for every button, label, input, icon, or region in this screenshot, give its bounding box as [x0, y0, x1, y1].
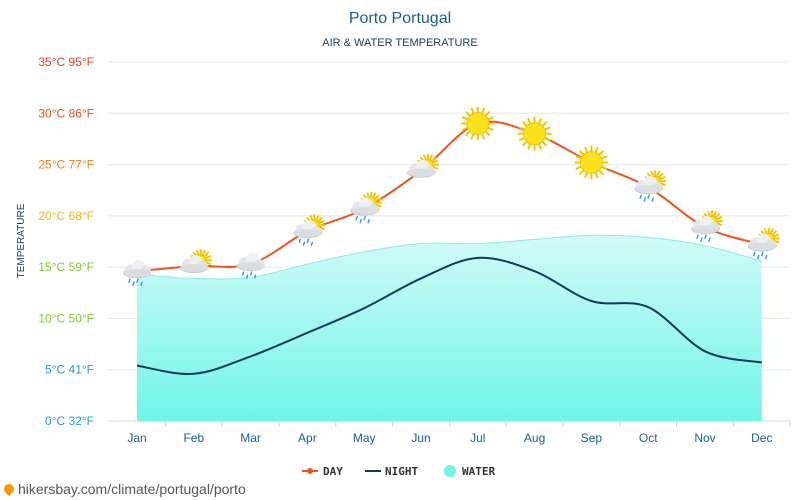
legend-night[interactable]: NIGHT	[365, 465, 418, 478]
legend-day-marker	[307, 468, 313, 474]
weather-rain-sun-icon	[350, 191, 383, 224]
weather-rain-sun-icon	[293, 214, 326, 246]
x-tick-label: Mar	[240, 431, 261, 445]
weather-sun-icon	[517, 116, 552, 151]
chart-subtitle: AIR & WATER TEMPERATURE	[322, 37, 477, 49]
y-tick-label: 20°C 68°F	[38, 209, 94, 223]
x-tick-label: Jun	[411, 431, 430, 445]
legend-night-label: NIGHT	[385, 465, 418, 478]
weather-rain-sun-icon	[634, 170, 667, 202]
x-tick-label: Dec	[751, 431, 772, 445]
x-tick-label: May	[353, 431, 376, 445]
x-tick-label: Jul	[470, 431, 485, 445]
x-tick-label: Oct	[639, 431, 658, 445]
x-tick-label: Aug	[524, 431, 545, 445]
water-area	[137, 235, 762, 421]
y-tick-label: 0°C 32°F	[45, 414, 94, 428]
weather-cloud-sun-icon	[179, 249, 212, 274]
footer-link[interactable]: hikersbay.com/climate/portugal/porto	[1, 481, 246, 497]
x-tick-label: Nov	[694, 431, 715, 445]
legend-water-marker	[444, 465, 456, 477]
y-tick-label: 25°C 77°F	[38, 158, 94, 172]
weather-cloud-sun-icon	[407, 153, 439, 178]
water-line	[136, 234, 762, 280]
x-tick-label: Jan	[127, 431, 146, 445]
x-tick-label: Sep	[581, 431, 603, 445]
weather-rain-icon	[236, 253, 265, 279]
night-line	[136, 256, 762, 375]
chart-title: Porto Portugal	[349, 10, 451, 27]
legend-water[interactable]: WATER	[444, 465, 495, 478]
y-tick-label: 30°C 86°F	[38, 106, 94, 120]
x-tick-labels: Jan Feb Mar Apr May Jun Jul Aug Sep Oct Nov Dec	[127, 421, 791, 445]
weather-sun-icon	[574, 145, 609, 180]
location-pin-icon	[1, 481, 17, 497]
x-tick-label: Apr	[298, 431, 317, 445]
y-tick-label: 15°C 59°F	[38, 260, 94, 274]
y-tick-label: 10°C 50°F	[38, 311, 94, 325]
footer-url: hikersbay.com/climate/portugal/porto	[18, 481, 246, 497]
weather-icons	[123, 106, 780, 286]
x-tick-label: Feb	[183, 431, 204, 445]
legend-water-label: WATER	[462, 465, 495, 478]
legend-day[interactable]: DAY	[302, 465, 343, 478]
weather-rain-sun-icon	[691, 210, 723, 242]
weather-rain-sun-icon	[747, 227, 780, 260]
legend-day-label: DAY	[323, 465, 343, 478]
weather-sun-icon	[460, 106, 495, 141]
y-tick-label: 35°C 95°F	[38, 55, 94, 69]
water-series	[136, 234, 762, 421]
y-tick-label: 5°C 41°F	[45, 363, 94, 377]
y-tick-labels: 0°C 32°F 5°C 41°F 10°C 50°F 15°C 59°F 20°C 6…	[38, 55, 94, 428]
weather-rain-icon	[123, 260, 151, 286]
y-axis-label: TEMPERATURE	[16, 203, 27, 278]
night-series	[136, 256, 762, 375]
legend: DAY NIGHT WATER	[302, 465, 495, 478]
